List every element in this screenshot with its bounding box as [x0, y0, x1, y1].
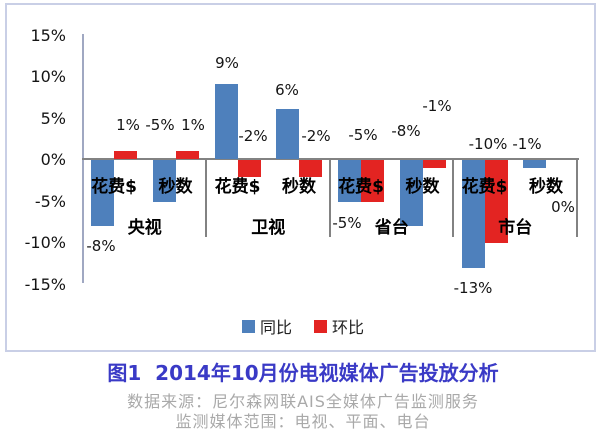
bar-mom — [299, 160, 322, 177]
y-tick-label: -15% — [24, 274, 66, 294]
value-label: -13% — [453, 279, 493, 297]
y-tick-label: 10% — [30, 67, 66, 86]
value-label: -8% — [391, 122, 421, 140]
value-label: 0% — [551, 198, 575, 216]
bar-yoy — [523, 160, 546, 169]
legend-item-mom: 环比 — [314, 314, 364, 338]
pair-label: 花费$ — [91, 177, 137, 197]
legend-label-yoy: 同比 — [259, 318, 292, 337]
value-label: -1% — [422, 97, 452, 115]
value-label: -10% — [468, 135, 508, 153]
zero-axis-line — [82, 158, 579, 160]
pair-label: 花费$ — [461, 177, 508, 197]
bar-yoy — [399, 160, 423, 227]
caption-data-source: 数据来源：尼尔森网联AIS全媒体广告监测服务 — [127, 392, 479, 411]
legend-swatch-yoy — [241, 319, 255, 333]
legend-item-yoy: 同比 — [241, 314, 292, 338]
group-label: 市台 — [498, 218, 533, 238]
y-tick-label: -5% — [34, 191, 66, 211]
bar-mom — [484, 160, 508, 243]
bar-yoy — [338, 160, 361, 202]
bar-mom — [237, 160, 261, 177]
value-label: -2% — [301, 127, 331, 145]
value-label: -2% — [238, 127, 268, 145]
y-tick-label: 15% — [30, 25, 66, 45]
value-label: -5% — [332, 214, 362, 232]
y-tick-label: 0% — [40, 150, 66, 169]
legend-swatch-mom — [314, 319, 327, 333]
legend: 同比 环比 — [0, 314, 606, 338]
plot-area: 15% 10% 5% 0% -5% -10% -15% 花费$ 秒数央视 花费$ 秒数卫视 花费$ 秒数… — [24, 25, 579, 297]
bar-yoy — [214, 84, 238, 159]
group-divider — [452, 160, 454, 237]
chart-title: 图1 2014年10月份电视媒体广告投放分析 — [107, 361, 499, 385]
value-label: 1% — [116, 116, 140, 134]
pair-label: 秒数 — [405, 177, 440, 197]
group-label: 省台 — [374, 218, 409, 238]
value-label: -8% — [86, 237, 116, 255]
bar-yoy — [276, 109, 299, 159]
value-label: 6% — [275, 81, 299, 99]
pair-label: 秒数 — [282, 177, 316, 197]
pair-label: 花费$ — [338, 177, 384, 197]
value-label: -5% — [348, 126, 378, 144]
bar-mom — [175, 150, 199, 159]
y-tick-label: 5% — [40, 108, 66, 128]
bar-yoy — [461, 160, 485, 268]
group-divider — [205, 160, 207, 237]
y-tick-label: -10% — [24, 233, 66, 252]
legend-label-mom: 环比 — [332, 318, 365, 337]
group-label: 央视 — [127, 218, 162, 238]
bar-yoy — [91, 160, 114, 227]
value-label: -5% — [145, 116, 175, 134]
value-label: -1% — [512, 135, 542, 153]
bar-mom — [114, 150, 137, 159]
group-label: 卫视 — [251, 218, 286, 238]
pair-label: 秒数 — [158, 177, 193, 197]
group-divider — [575, 160, 578, 237]
group-divider — [328, 160, 331, 237]
value-label: 9% — [215, 54, 239, 72]
bar-mom — [422, 160, 446, 169]
value-label: 1% — [181, 116, 205, 134]
bar-yoy — [152, 160, 176, 202]
pair-label: 花费$ — [214, 177, 261, 197]
bar-mom — [361, 160, 384, 202]
caption-media-scope: 监测媒体范围：电视、平面、电台 — [175, 412, 431, 431]
pair-label: 秒数 — [529, 177, 563, 197]
